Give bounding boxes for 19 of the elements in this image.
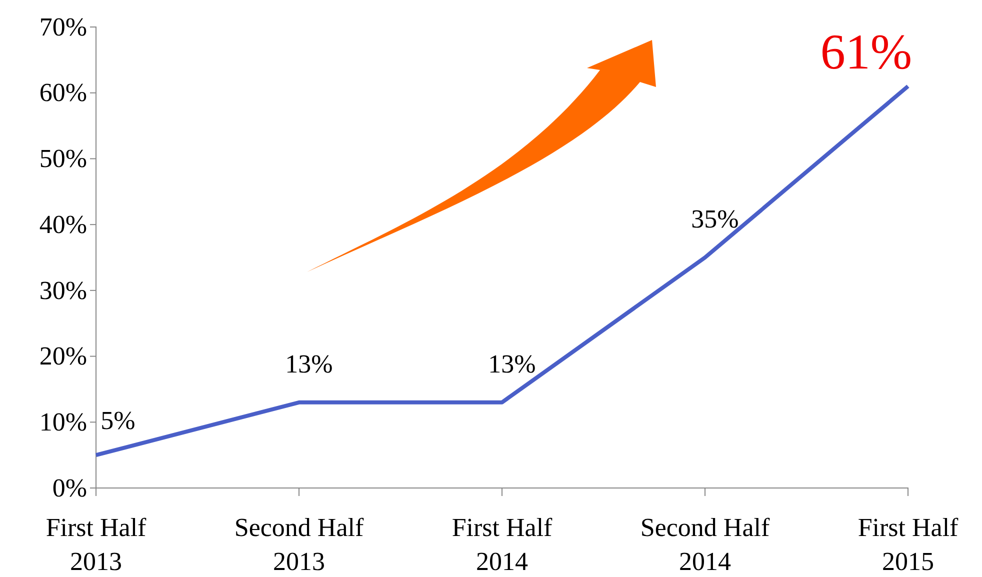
data-label: 35% [691,204,739,234]
data-label: 61% [820,23,912,80]
y-tick-label: 60% [39,78,87,108]
y-tick-label: 20% [39,342,87,371]
x-tick-label: First Half 2014 [452,513,553,576]
data-label: 5% [100,406,136,436]
data-label: 13% [285,349,333,378]
y-tick-label: 50% [39,144,87,174]
y-tick-label: 0% [52,473,87,502]
x-tick-label: Second Half 2014 [640,513,770,576]
y-tick-label: 40% [39,210,87,239]
x-tick-label: First Half 2013 [46,513,147,576]
data-label: 13% [488,349,536,378]
x-tick-label: First Half 2015 [858,513,959,576]
y-tick-label: 70% [39,12,87,42]
x-tick-label: Second Half 2013 [234,513,364,576]
y-tick-label: 10% [39,407,87,436]
y-tick-label: 30% [39,276,87,305]
line-series [94,84,910,458]
